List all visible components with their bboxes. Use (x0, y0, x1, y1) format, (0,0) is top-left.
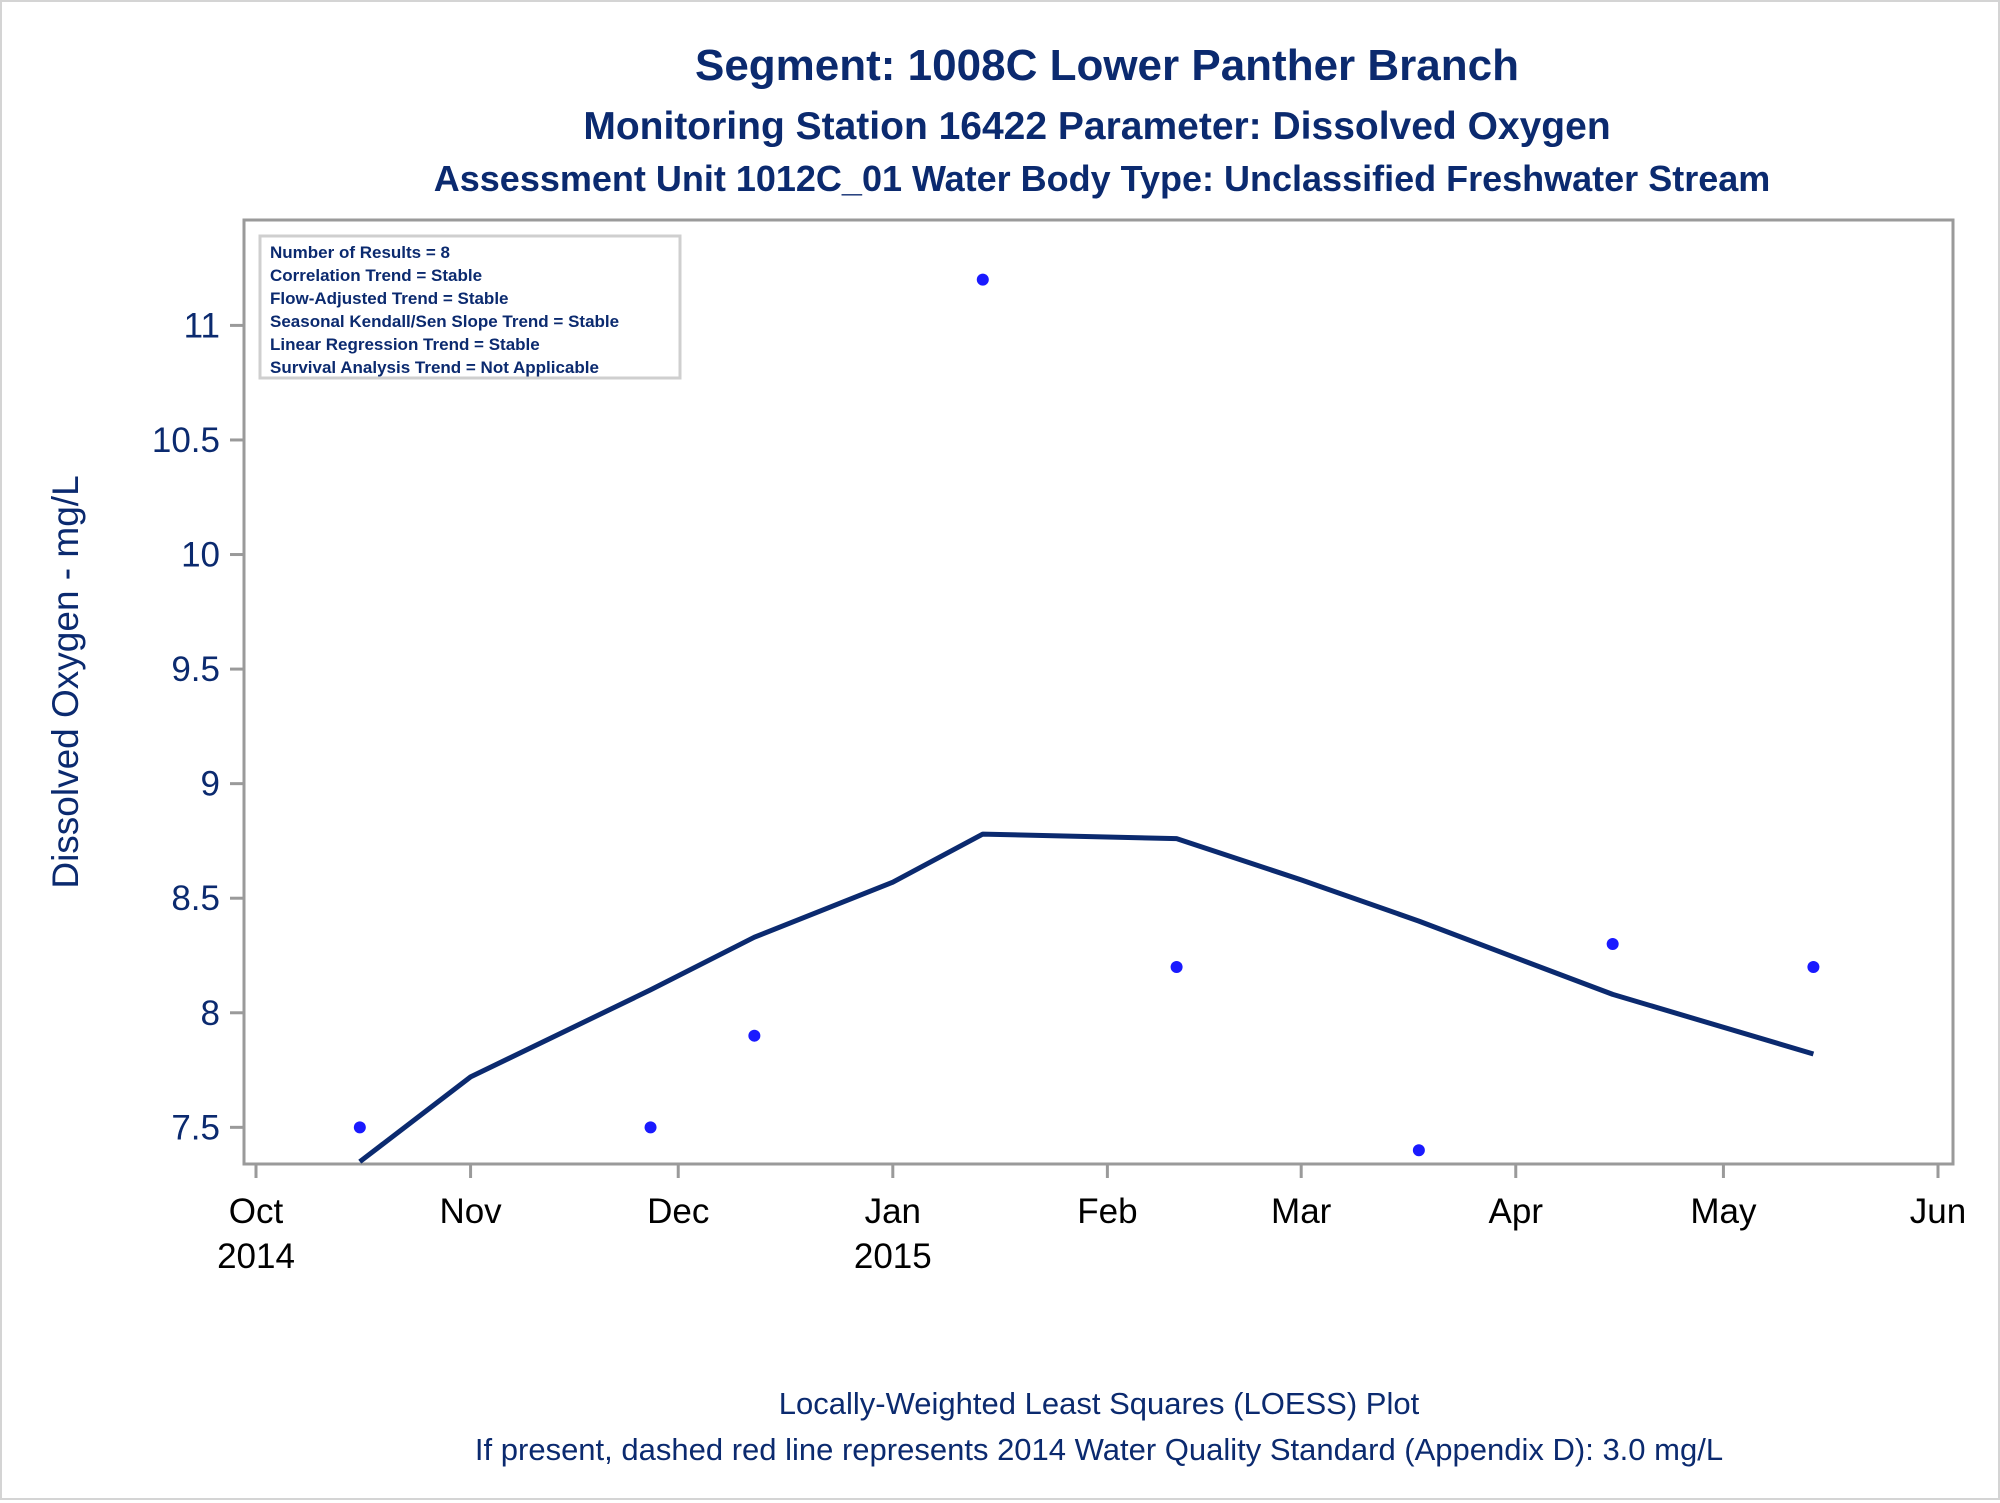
stats-line: Linear Regression Trend = Stable (270, 335, 540, 354)
y-axis: 7.5 8 8.5 9 9.5 10 10.5 11 (152, 306, 244, 1147)
y-tick-label: 11 (184, 306, 220, 345)
y-tick-label: 8 (201, 994, 220, 1033)
x-tick-year-label: 2015 (854, 1237, 932, 1276)
y-tick-label: 10 (181, 536, 220, 575)
stats-box: Number of Results = 8 Correlation Trend … (258, 234, 682, 380)
x-tick-label: May (1690, 1192, 1757, 1231)
chart-subtitle-2: Assessment Unit 1012C_01 Water Body Type… (434, 158, 1771, 199)
footnote-standard: If present, dashed red line represents 2… (475, 1432, 1723, 1467)
data-point (353, 1121, 366, 1134)
stats-line: Flow-Adjusted Trend = Stable (270, 289, 509, 308)
chart-subtitle: Monitoring Station 16422 Parameter: Diss… (583, 105, 1610, 148)
x-axis: Oct 2014 Nov Dec Jan 2015 Feb Mar Apr May Jun (217, 1164, 1966, 1276)
y-tick-label: 9 (201, 765, 220, 804)
x-tick-label: Apr (1489, 1192, 1544, 1231)
y-tick-label: 7.5 (171, 1108, 220, 1147)
x-tick-label: Feb (1077, 1192, 1137, 1231)
stats-line: Seasonal Kendall/Sen Slope Trend = Stabl… (270, 312, 619, 331)
stats-line: Correlation Trend = Stable (270, 266, 482, 285)
x-tick-label: Oct (229, 1192, 284, 1231)
y-tick-label: 9.5 (171, 650, 220, 689)
data-point (1170, 960, 1183, 973)
data-point (748, 1029, 761, 1042)
x-tick-label: Jan (865, 1192, 921, 1231)
y-tick-label: 10.5 (152, 421, 220, 460)
chart-title: Segment: 1008C Lower Panther Branch (695, 41, 1519, 90)
x-tick-label: Dec (647, 1192, 709, 1231)
x-tick-label: Mar (1271, 1192, 1332, 1231)
data-point (976, 273, 989, 286)
stats-box-frame (258, 234, 682, 380)
x-tick-year-label: 2014 (217, 1237, 295, 1276)
data-point (1412, 1144, 1425, 1157)
footnote-loess: Locally-Weighted Least Squares (LOESS) P… (779, 1386, 1420, 1421)
stats-line: Number of Results = 8 (270, 243, 450, 262)
x-tick-label: Jun (1910, 1192, 1966, 1231)
data-point (644, 1121, 657, 1134)
y-axis-label: Dissolved Oxygen - mg/L (45, 475, 86, 888)
plot-series (353, 273, 1820, 1164)
data-point (1807, 960, 1820, 973)
loess-line (358, 831, 1815, 1164)
x-tick-label: Nov (439, 1192, 502, 1231)
stats-line: Survival Analysis Trend = Not Applicable (270, 358, 599, 377)
data-point (1606, 938, 1619, 951)
y-tick-label: 8.5 (171, 879, 220, 918)
